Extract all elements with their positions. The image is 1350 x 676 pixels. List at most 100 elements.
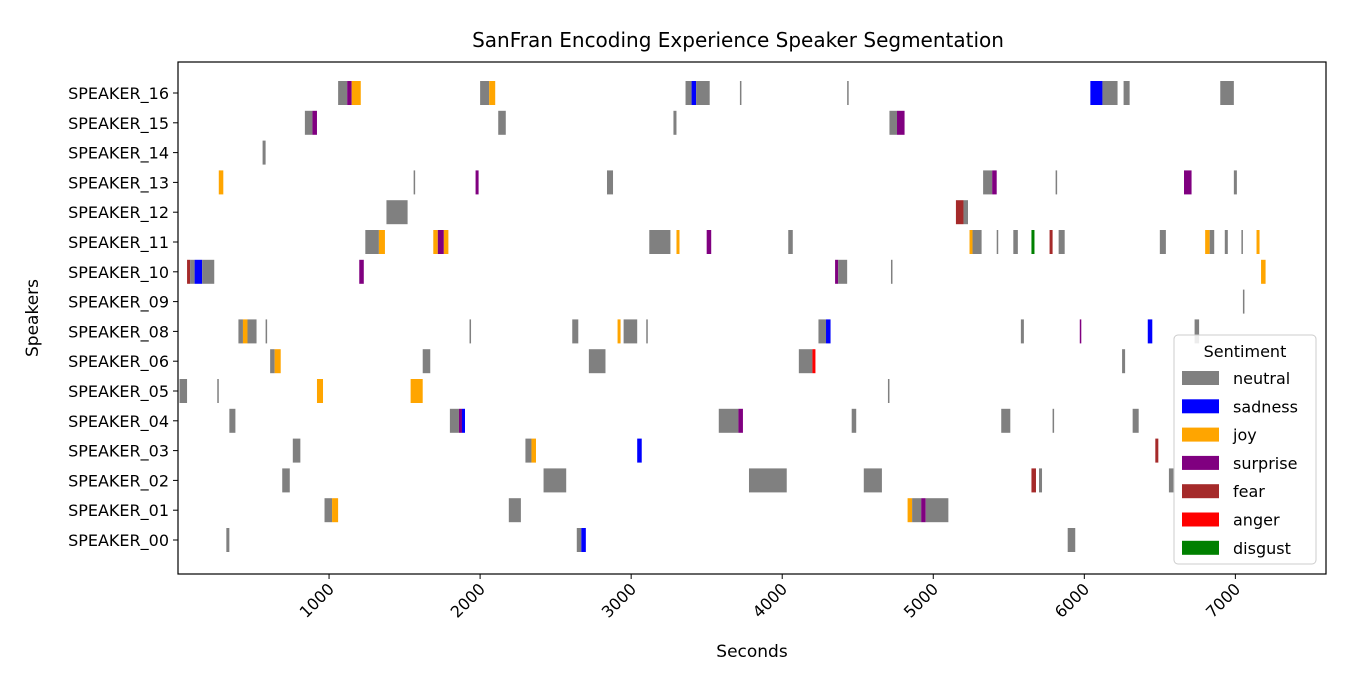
segment-bar xyxy=(262,140,266,165)
segment-bar xyxy=(696,81,710,105)
segment-bar xyxy=(1220,81,1234,105)
y-tick-label: SPEAKER_08 xyxy=(68,322,169,342)
segment-bar xyxy=(274,349,281,374)
segment-bar xyxy=(386,200,408,225)
y-tick-label: SPEAKER_02 xyxy=(68,471,169,491)
segment-bar xyxy=(572,319,579,344)
segment-bar xyxy=(218,170,224,195)
segment-bar xyxy=(265,319,268,344)
segment-bar xyxy=(229,408,236,433)
segment-bar xyxy=(798,349,813,374)
segment-bar xyxy=(1159,230,1166,254)
legend-label-sadness: sadness xyxy=(1233,397,1298,416)
segment-bar xyxy=(1067,528,1076,552)
segment-bar xyxy=(706,230,712,254)
segment-bar xyxy=(1031,468,1036,493)
segment-bar xyxy=(1147,319,1153,344)
segment-bar xyxy=(242,319,248,344)
segment-bar xyxy=(332,498,339,523)
segment-bar xyxy=(925,498,949,523)
segment-bar xyxy=(187,259,191,284)
segment-bar xyxy=(443,230,449,254)
segment-bar xyxy=(1194,319,1200,344)
y-tick-label: SPEAKER_11 xyxy=(68,233,169,253)
segment-bar xyxy=(347,81,352,105)
segment-bar xyxy=(217,379,219,403)
legend-label-surprise: surprise xyxy=(1233,454,1297,473)
legend-swatch-anger xyxy=(1182,512,1219,527)
segment-bar xyxy=(863,468,882,493)
segment-bar xyxy=(1079,319,1082,344)
segment-bar xyxy=(247,319,257,344)
segment-bar xyxy=(324,498,333,523)
segment-bar xyxy=(691,81,697,105)
segment-bar xyxy=(748,468,787,493)
segment-bar xyxy=(972,230,982,254)
segment-bar xyxy=(480,81,490,105)
legend-items: neutral sadness joy surprise fear anger disgus… xyxy=(1182,369,1298,558)
y-tick-label: SPEAKER_16 xyxy=(68,84,169,104)
segment-bar xyxy=(847,81,849,105)
segment-bar xyxy=(312,110,317,135)
segment-bar xyxy=(889,110,898,135)
segment-bar xyxy=(1168,468,1174,493)
segment-bar xyxy=(983,170,993,195)
segment-bar xyxy=(1241,230,1243,254)
segment-bar xyxy=(921,498,926,523)
segment-bar xyxy=(410,379,423,403)
y-tick-label: SPEAKER_14 xyxy=(68,144,169,164)
legend-swatch-neutral xyxy=(1182,371,1219,385)
y-tick-label: SPEAKER_10 xyxy=(68,263,169,283)
segment-bar xyxy=(637,438,642,463)
segment-bar xyxy=(851,408,857,433)
y-tick-label: SPEAKER_06 xyxy=(68,352,169,372)
legend-swatch-joy xyxy=(1182,427,1219,442)
segment-bar xyxy=(1031,230,1035,254)
segment-bar xyxy=(1052,408,1055,433)
segment-bar xyxy=(992,170,997,195)
legend-title: Sentiment xyxy=(1204,342,1287,361)
segment-bar xyxy=(588,349,606,374)
segment-bar xyxy=(738,408,743,433)
segment-bar xyxy=(351,81,361,105)
segment-bar xyxy=(685,81,692,105)
segment-bar xyxy=(1058,230,1065,254)
segment-bar xyxy=(1205,230,1210,254)
segment-bar xyxy=(270,349,275,374)
y-tick-label: SPEAKER_09 xyxy=(68,293,169,313)
segment-bar xyxy=(739,81,742,105)
segment-bar xyxy=(835,259,839,284)
segment-bar xyxy=(469,319,472,344)
segment-bar xyxy=(1224,230,1228,254)
segment-bars xyxy=(179,81,1266,552)
segment-bar xyxy=(838,259,848,284)
segment-bar xyxy=(1013,230,1018,254)
legend-box xyxy=(1173,334,1317,565)
segment-bar xyxy=(1102,81,1118,105)
legend-swatch-disgust xyxy=(1182,540,1219,555)
segment-bar xyxy=(887,379,890,403)
segment-bar xyxy=(194,259,203,284)
segment-bar xyxy=(498,110,506,135)
y-tick-label: SPEAKER_03 xyxy=(68,442,169,462)
segment-bar xyxy=(623,319,638,344)
legend-label-joy: joy xyxy=(1232,426,1257,445)
chart-title: SanFran Encoding Experience Speaker Segm… xyxy=(472,28,1004,52)
segment-bar xyxy=(433,230,438,254)
segment-bar xyxy=(1001,408,1011,433)
segment-bar xyxy=(676,230,680,254)
segment-bar xyxy=(458,408,462,433)
segment-bar xyxy=(475,170,479,195)
segment-bar xyxy=(422,349,431,374)
segment-bar xyxy=(1261,259,1266,284)
segment-bar xyxy=(508,498,521,523)
segment-bar xyxy=(531,438,536,463)
y-tick-label: SPEAKER_01 xyxy=(68,501,169,521)
segment-bar xyxy=(718,408,739,433)
segment-bar xyxy=(338,81,348,105)
segment-bar xyxy=(238,319,243,344)
segment-bar xyxy=(996,230,999,254)
segment-bar xyxy=(1020,319,1024,344)
segment-bar xyxy=(955,200,964,225)
segment-bar xyxy=(179,379,188,403)
